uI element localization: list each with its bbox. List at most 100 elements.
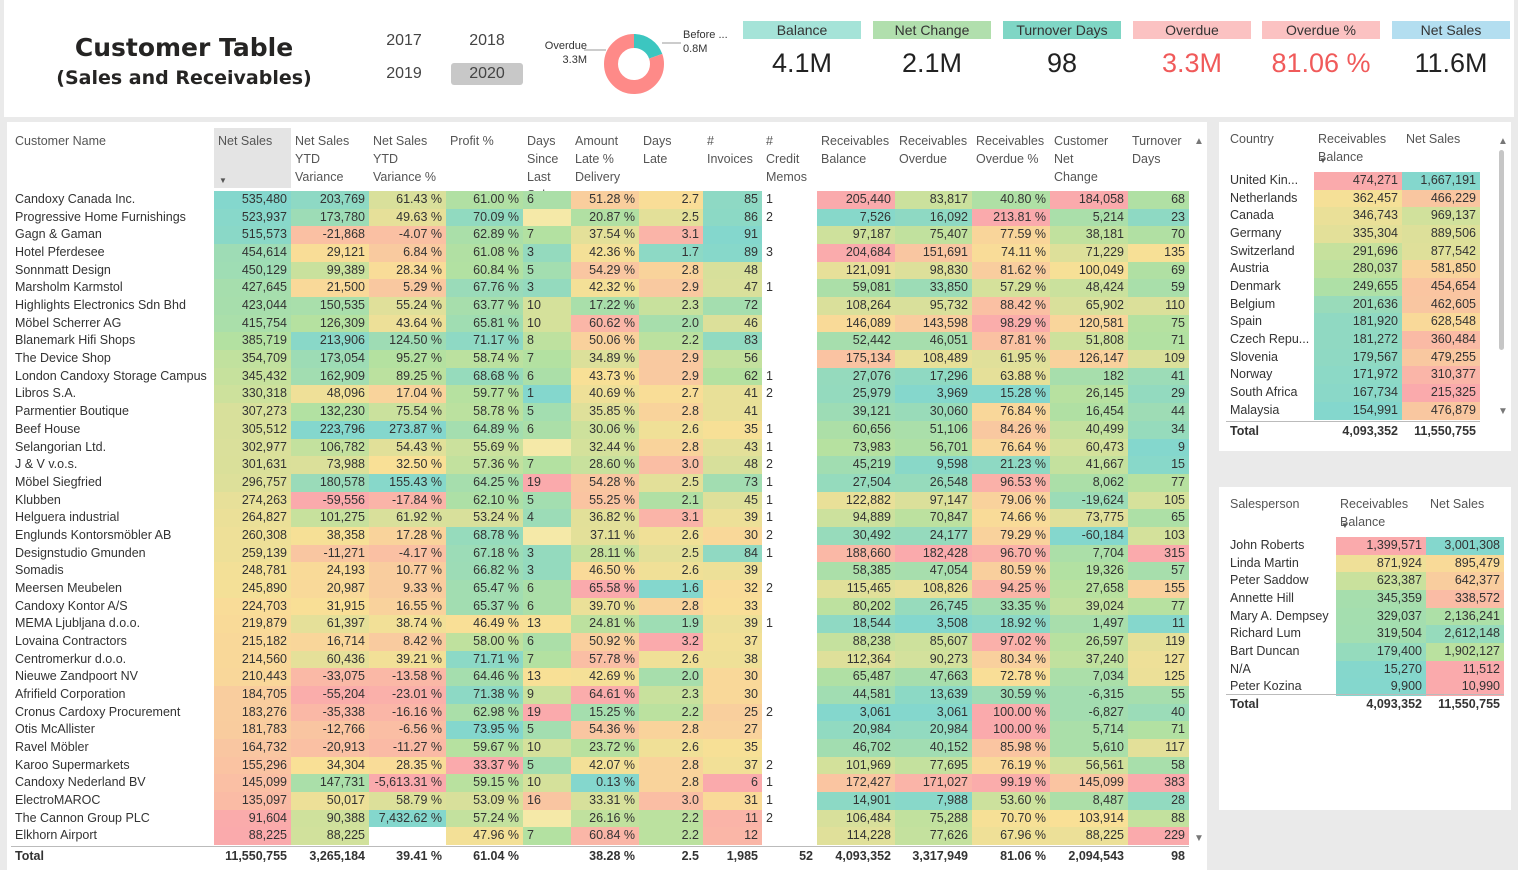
scroll-up-icon[interactable]: ▲: [1194, 136, 1204, 147]
overdue-donut-chart[interactable]: [584, 30, 684, 100]
column-header[interactable]: Receivables Balance: [1318, 132, 1387, 164]
scroll-down-icon[interactable]: ▼: [1194, 833, 1204, 844]
salesperson-name[interactable]: N/A: [1230, 661, 1251, 676]
scrollbar-thumb[interactable]: [1499, 150, 1504, 350]
customer-name[interactable]: Cronus Cardoxy Procurement: [15, 704, 181, 719]
country-name[interactable]: Canada: [1230, 208, 1274, 223]
scroll-down-icon[interactable]: ▼: [1498, 406, 1508, 417]
customer-name[interactable]: Helguera industrial: [15, 510, 120, 525]
customer-name[interactable]: Selangorian Ltd.: [15, 439, 107, 454]
customer-name[interactable]: Candoxy Canada Inc.: [15, 192, 136, 206]
customer-name[interactable]: Highlights Electronics Sdn Bhd: [15, 298, 186, 313]
country-name[interactable]: South Africa: [1230, 385, 1298, 400]
column-header[interactable]: Net Sales YTD Variance %: [373, 134, 436, 184]
customer-name[interactable]: Marsholm Karmstol: [15, 280, 123, 295]
scroll-up-icon[interactable]: ▲: [1498, 136, 1508, 147]
customer-name[interactable]: Englunds Kontorsmöbler AB: [15, 527, 172, 542]
column-header[interactable]: Country: [1230, 132, 1274, 146]
country-name[interactable]: Switzerland: [1230, 243, 1295, 258]
country-table[interactable]: Country Receivables Balance ▼ Net Sales Unit…: [1219, 122, 1511, 451]
customer-name[interactable]: Libros S.A.: [15, 386, 77, 401]
sort-descending-icon[interactable]: ▼: [1341, 521, 1349, 530]
year-2020-button[interactable]: 2020: [451, 63, 523, 85]
customer-name[interactable]: Ravel Möbler: [15, 740, 89, 755]
column-header[interactable]: Customer Net Change: [1054, 134, 1109, 184]
customer-name[interactable]: Otis McAllister: [15, 722, 95, 737]
column-header[interactable]: # Invoices: [707, 134, 753, 166]
customer-name[interactable]: Somadis: [15, 563, 64, 578]
customer-name[interactable]: Candoxy Nederland BV: [15, 775, 146, 790]
customer-name[interactable]: The Device Shop: [15, 351, 111, 366]
customer-name[interactable]: Parmentier Boutique: [15, 404, 129, 419]
country-name[interactable]: Malaysia: [1230, 402, 1280, 417]
customer-name[interactable]: Blanemark Hifi Shops: [15, 333, 136, 348]
country-name[interactable]: Germany: [1230, 226, 1282, 241]
country-name[interactable]: Spain: [1230, 314, 1262, 329]
customer-name[interactable]: Candoxy Kontor A/S: [15, 598, 128, 613]
salesperson-name[interactable]: Annette Hill: [1230, 591, 1294, 606]
salesperson-name[interactable]: Peter Kozina: [1230, 679, 1302, 694]
country-name[interactable]: Austria: [1230, 261, 1269, 276]
customer-name[interactable]: Afrifield Corporation: [15, 687, 126, 702]
customer-name[interactable]: Designstudio Gmunden: [15, 545, 146, 560]
column-header[interactable]: Turnover Days: [1132, 134, 1182, 166]
customer-name[interactable]: Beef House: [15, 421, 81, 436]
column-header[interactable]: Salesperson: [1230, 497, 1300, 511]
sort-descending-icon[interactable]: ▼: [1319, 156, 1327, 165]
customer-name[interactable]: London Candoxy Storage Campus: [15, 368, 207, 383]
column-header[interactable]: Net Sales: [1430, 497, 1485, 511]
salesperson-name[interactable]: Bart Duncan: [1230, 644, 1300, 659]
customer-name[interactable]: Centromerkur d.o.o.: [15, 651, 127, 666]
customer-name[interactable]: Lovaina Contractors: [15, 634, 127, 648]
year-2019-button[interactable]: 2019: [386, 65, 422, 82]
column-header[interactable]: Receivables Balance: [1340, 497, 1409, 529]
column-header[interactable]: Amount Late % Delivery: [575, 134, 621, 184]
donut-slice-overdue[interactable]: [604, 34, 664, 94]
country-name[interactable]: Czech Repu...: [1230, 332, 1310, 347]
customer-name[interactable]: The Cannon Group PLC: [15, 810, 150, 825]
salesperson-name[interactable]: Richard Lum: [1230, 626, 1301, 641]
salesperson-table[interactable]: Salesperson Receivables Balance ▼ Net Sales…: [1219, 487, 1511, 810]
customer-name[interactable]: MEMA Ljubljana d.o.o.: [15, 616, 141, 631]
customer-name[interactable]: Karoo Supermarkets: [15, 757, 130, 772]
customer-name[interactable]: Nieuwe Zandpoort NV: [15, 669, 138, 684]
customer-name[interactable]: Möbel Scherrer AG: [15, 315, 122, 330]
customer-name[interactable]: Sonnmatt Design: [15, 262, 111, 277]
table-cell: 354,709: [214, 350, 291, 368]
column-header[interactable]: Receivables Overdue: [899, 134, 968, 166]
sort-descending-icon[interactable]: ▼: [219, 176, 227, 185]
table-cell: 383: [1128, 774, 1189, 793]
salesperson-name[interactable]: John Roberts: [1230, 538, 1305, 552]
country-name[interactable]: United Kin...: [1230, 173, 1299, 187]
country-name[interactable]: Netherlands: [1230, 190, 1298, 205]
year-2018-button[interactable]: 2018: [469, 32, 505, 49]
salesperson-name[interactable]: Linda Martin: [1230, 555, 1299, 570]
column-header[interactable]: Days Late: [643, 134, 672, 166]
column-header[interactable]: Net Sales: [218, 134, 273, 148]
customer-name[interactable]: Hotel Pferdesee: [15, 245, 105, 260]
column-header[interactable]: Receivables Balance: [821, 134, 890, 166]
year-2017-button[interactable]: 2017: [386, 32, 422, 49]
customer-name[interactable]: Elkhorn Airport: [15, 828, 97, 843]
column-header[interactable]: Net Sales: [1406, 132, 1461, 146]
customer-name[interactable]: Gagn & Gaman: [15, 227, 102, 242]
salesperson-name[interactable]: Peter Saddow: [1230, 573, 1309, 588]
column-header[interactable]: Net Sales YTD Variance: [295, 134, 350, 184]
column-header[interactable]: Profit %: [450, 134, 494, 148]
customer-table[interactable]: Customer Name Net Sales ▼ Net Sales YTD Var…: [7, 122, 1207, 870]
customer-name[interactable]: J & V v.o.s.: [15, 457, 78, 472]
column-header[interactable]: Customer Name: [15, 134, 106, 148]
country-name[interactable]: Belgium: [1230, 296, 1276, 311]
customer-name[interactable]: Möbel Siegfried: [15, 474, 102, 489]
column-header[interactable]: # Credit Memos: [766, 134, 807, 184]
country-name[interactable]: Norway: [1230, 367, 1273, 382]
customer-name[interactable]: ElectroMAROC: [15, 793, 101, 808]
customer-name[interactable]: Klubben: [15, 492, 61, 507]
customer-name[interactable]: Progressive Home Furnishings: [15, 209, 186, 224]
country-name[interactable]: Slovenia: [1230, 349, 1278, 364]
table-cell: 77,626: [895, 827, 972, 846]
customer-name[interactable]: Meersen Meubelen: [15, 580, 123, 595]
country-name[interactable]: Denmark: [1230, 279, 1281, 294]
column-header[interactable]: Receivables Overdue %: [976, 134, 1045, 166]
salesperson-name[interactable]: Mary A. Dempsey: [1230, 608, 1329, 623]
